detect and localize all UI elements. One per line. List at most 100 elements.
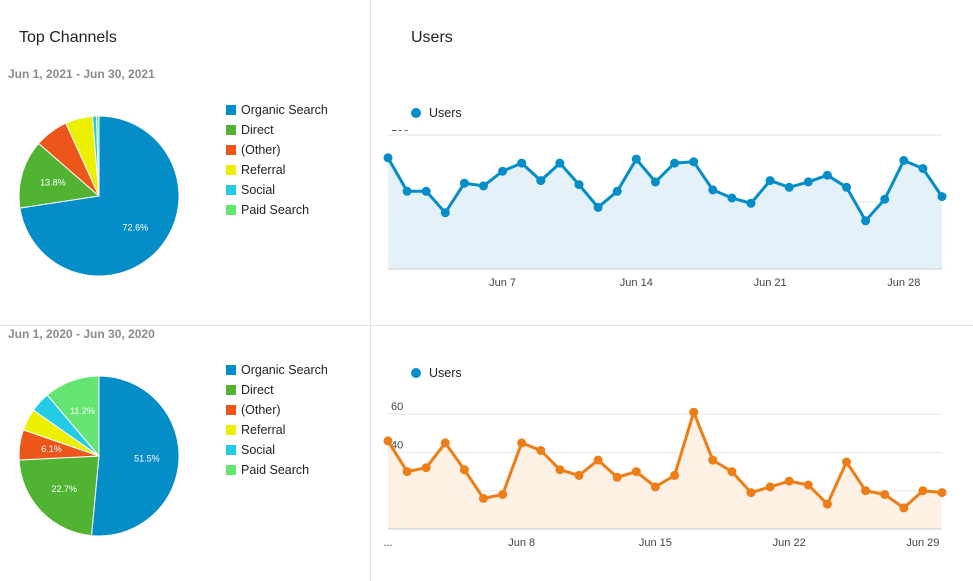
data-point-day-18-2020[interactable] <box>708 455 718 465</box>
users-series-legend-2020[interactable]: Users <box>411 366 462 380</box>
data-point-day-27-2021[interactable] <box>880 194 890 204</box>
data-point-day-29-2021[interactable] <box>918 164 928 173</box>
legend-swatch <box>226 425 236 435</box>
data-point-day-21-2020[interactable] <box>765 482 775 492</box>
data-point-day-13-2021[interactable] <box>612 186 622 196</box>
pie-slice-label-direct-2020: 22.7% <box>52 484 78 494</box>
data-point-day-23-2020[interactable] <box>803 480 813 490</box>
data-point-day-24-2021[interactable] <box>822 170 832 180</box>
legend-item-paid-search-2020[interactable]: Paid Search <box>226 460 366 480</box>
data-point-day-26-2020[interactable] <box>861 486 871 496</box>
data-point-day-4-2020[interactable] <box>440 438 450 448</box>
pie-slice-organic-search-2020[interactable] <box>90 375 180 537</box>
pie-slice-direct-2020[interactable] <box>18 455 100 537</box>
data-point-day-9-2020[interactable] <box>536 446 546 455</box>
pie-slice-paid-search-2020[interactable] <box>46 375 100 458</box>
pie-chart-2020[interactable]: 51.5% 22.7% 6.1% 11.2% <box>16 373 182 539</box>
data-point-day-3-2020[interactable] <box>421 463 431 473</box>
legend-item-other-2020[interactable]: (Other) <box>226 400 366 420</box>
series-legend-label: Users <box>429 366 462 380</box>
data-point-day-30-2020[interactable] <box>937 488 947 498</box>
data-point-day-9-2021[interactable] <box>536 176 546 186</box>
pie-slice-label-organic-search-2020: 51.5% <box>134 453 160 463</box>
users-series-legend-2021[interactable]: Users <box>411 106 462 120</box>
data-point-day-14-2021[interactable] <box>631 154 641 164</box>
data-point-day-27-2020[interactable] <box>880 490 890 499</box>
data-point-day-28-2021[interactable] <box>899 156 909 165</box>
legend-swatch <box>226 385 236 395</box>
data-point-day-29-2020[interactable] <box>918 486 928 496</box>
legend-item-other-2021[interactable]: (Other) <box>226 140 366 160</box>
data-point-day-11-2021[interactable] <box>574 180 584 190</box>
legend-swatch <box>226 405 236 415</box>
data-point-day-13-2020[interactable] <box>612 472 622 482</box>
data-point-day-1-2021[interactable] <box>383 153 393 163</box>
legend-label: (Other) <box>241 143 281 157</box>
data-point-day-26-2021[interactable] <box>861 216 871 226</box>
legend-item-social-2020[interactable]: Social <box>226 440 366 460</box>
data-point-day-2-2021[interactable] <box>402 186 412 196</box>
legend-item-social-2021[interactable]: Social <box>226 180 366 200</box>
data-point-day-5-2020[interactable] <box>459 465 469 475</box>
data-point-day-22-2021[interactable] <box>784 182 794 192</box>
data-point-day-20-2020[interactable] <box>746 488 756 498</box>
data-point-day-19-2021[interactable] <box>727 193 737 203</box>
data-point-day-11-2020[interactable] <box>574 470 584 480</box>
legend-item-direct-2021[interactable]: Direct <box>226 120 366 140</box>
x-tick-label-jun-8-2020: Jun 8 <box>508 537 535 549</box>
data-point-day-16-2020[interactable] <box>670 470 680 480</box>
data-point-day-25-2020[interactable] <box>842 457 851 467</box>
data-point-day-15-2021[interactable] <box>650 177 660 187</box>
legend-item-organic-search-2021[interactable]: Organic Search <box>226 100 366 120</box>
data-point-day-24-2020[interactable] <box>822 499 832 509</box>
legend-swatch <box>226 125 236 135</box>
data-point-day-6-2021[interactable] <box>479 181 488 191</box>
data-point-day-12-2020[interactable] <box>593 455 603 465</box>
legend-item-referral-2020[interactable]: Referral <box>226 420 366 440</box>
data-point-day-20-2021[interactable] <box>746 198 756 208</box>
data-point-day-2-2020[interactable] <box>402 467 412 477</box>
data-point-day-28-2020[interactable] <box>899 503 909 513</box>
data-point-day-17-2021[interactable] <box>689 157 699 167</box>
data-point-day-8-2021[interactable] <box>517 158 527 168</box>
pie-chart-2021[interactable]: 72.6% 13.8% <box>16 113 182 279</box>
data-point-day-8-2020[interactable] <box>517 438 527 448</box>
legend-label: Organic Search <box>241 103 328 117</box>
data-point-day-4-2021[interactable] <box>440 208 450 218</box>
legend-swatch <box>226 145 236 155</box>
series-dot-icon <box>411 368 421 378</box>
legend-item-referral-2021[interactable]: Referral <box>226 160 366 180</box>
legend-item-paid-search-2021[interactable]: Paid Search <box>226 200 366 220</box>
data-point-day-14-2020[interactable] <box>631 467 641 477</box>
legend-label: Organic Search <box>241 363 328 377</box>
data-point-day-10-2020[interactable] <box>555 465 565 475</box>
data-point-day-22-2020[interactable] <box>784 476 794 486</box>
legend-label: Social <box>241 443 276 457</box>
pie-slice-direct-2021[interactable] <box>18 142 101 209</box>
data-point-day-3-2021[interactable] <box>421 186 431 196</box>
data-point-day-15-2020[interactable] <box>650 482 660 492</box>
pie-slice-paid-search-2021[interactable] <box>95 115 100 197</box>
data-point-day-7-2020[interactable] <box>498 490 508 499</box>
data-point-day-25-2021[interactable] <box>842 182 851 192</box>
channel-legend-2020: Organic Search Direct (Other) Referral Socia… <box>226 360 366 480</box>
data-point-day-17-2020[interactable] <box>689 407 699 417</box>
data-point-day-5-2021[interactable] <box>459 178 469 188</box>
legend-item-organic-search-2020[interactable]: Organic Search <box>226 360 366 380</box>
data-point-day-12-2021[interactable] <box>593 202 603 212</box>
pie-slice-label-organic-search-2021: 72.6% <box>123 222 149 232</box>
data-point-day-6-2020[interactable] <box>479 493 488 503</box>
legend-item-direct-2020[interactable]: Direct <box>226 380 366 400</box>
data-point-day-23-2021[interactable] <box>803 177 813 187</box>
data-point-day-19-2020[interactable] <box>727 467 737 477</box>
data-point-day-10-2021[interactable] <box>555 158 565 168</box>
data-point-day-16-2021[interactable] <box>670 158 680 168</box>
data-point-day-1-2020[interactable] <box>383 436 393 446</box>
data-point-day-18-2021[interactable] <box>708 185 718 195</box>
data-point-day-30-2021[interactable] <box>937 192 947 202</box>
data-point-day-7-2021[interactable] <box>498 166 508 176</box>
legend-swatch <box>226 465 236 475</box>
data-point-day-21-2021[interactable] <box>765 176 775 186</box>
